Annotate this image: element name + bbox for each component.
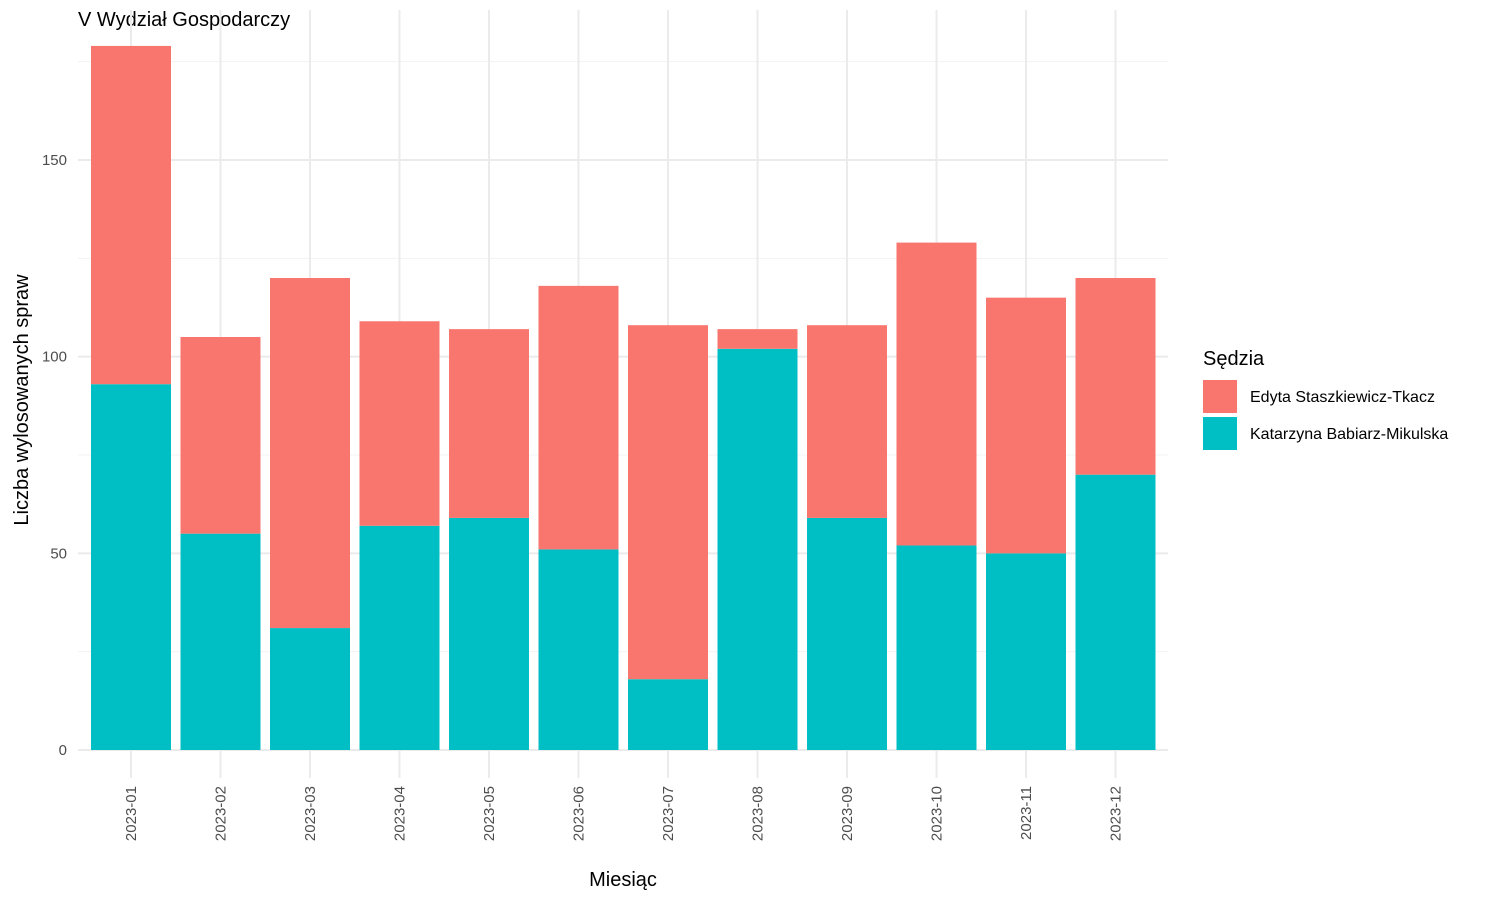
bar-segment-2023-11-series-1 — [986, 297, 1066, 554]
bars — [91, 45, 1156, 750]
bar-segment-2023-01-series-0 — [91, 384, 171, 750]
bar-segment-2023-06-series-0 — [538, 549, 619, 750]
bar-segment-2023-03-series-1 — [270, 278, 350, 629]
bar-segment-2023-05-series-0 — [449, 517, 529, 750]
y-tick-label: 0 — [59, 742, 67, 759]
bar-segment-2023-09-series-1 — [807, 325, 887, 518]
x-tick-label: 2023-06 — [571, 786, 588, 841]
x-tick-label: 2023-04 — [392, 786, 409, 841]
x-tick-label: 2023-07 — [660, 786, 677, 841]
x-tick-label: 2023-08 — [750, 786, 767, 841]
x-tick-label: 2023-10 — [929, 786, 946, 841]
y-tick-labels: 0 50 100 150 — [42, 152, 67, 759]
legend-label: Edyta Staszkiewicz-Tkacz — [1250, 389, 1435, 406]
bar-segment-2023-10-series-1 — [896, 242, 977, 546]
legend-title: Sędzia — [1203, 348, 1265, 370]
bar-segment-2023-09-series-0 — [807, 517, 887, 750]
x-tick-label: 2023-05 — [481, 786, 498, 841]
x-tick-label: 2023-09 — [839, 786, 856, 841]
x-tick-label: 2023-11 — [1018, 786, 1035, 840]
y-tick-label: 100 — [42, 349, 67, 366]
bar-segment-2023-12-series-0 — [1075, 474, 1156, 750]
bar-segment-2023-04-series-0 — [359, 525, 440, 750]
bar-segment-2023-10-series-0 — [896, 545, 977, 750]
x-tick-label: 2023-01 — [123, 786, 140, 841]
x-tick-label: 2023-02 — [213, 786, 230, 841]
bar-segment-2023-12-series-1 — [1075, 278, 1156, 475]
y-tick-label: 50 — [50, 545, 67, 562]
y-axis-title: Liczba wylosowanych spraw — [11, 274, 33, 526]
legend-swatch — [1203, 417, 1237, 450]
bar-segment-2023-07-series-0 — [628, 679, 708, 750]
bar-segment-2023-01-series-1 — [91, 45, 171, 385]
bar-segment-2023-06-series-1 — [538, 285, 619, 550]
bar-segment-2023-11-series-0 — [986, 553, 1066, 750]
bar-segment-2023-08-series-0 — [717, 348, 798, 750]
chart-title: V Wydział Gospodarczy — [78, 9, 290, 31]
x-tick-label: 2023-03 — [302, 786, 319, 841]
bar-segment-2023-07-series-1 — [628, 325, 708, 680]
x-tick-label: 2023-12 — [1108, 786, 1125, 841]
bar-segment-2023-04-series-1 — [359, 321, 440, 526]
bar-segment-2023-08-series-1 — [717, 329, 798, 349]
x-tick-labels: 2023-01 2023-02 2023-03 2023-04 2023-05 2023-… — [123, 786, 1125, 841]
bar-segment-2023-05-series-1 — [449, 329, 529, 518]
bar-segment-2023-02-series-0 — [180, 533, 261, 750]
y-tick-label: 150 — [42, 152, 67, 169]
legend-swatch — [1203, 380, 1237, 413]
bar-segment-2023-03-series-0 — [270, 628, 350, 750]
legend: Sędzia Edyta Staszkiewicz-Tkacz Katarzyna… — [1203, 348, 1448, 450]
bar-segment-2023-02-series-1 — [180, 337, 261, 534]
legend-label: Katarzyna Babiarz-Mikulska — [1250, 426, 1448, 443]
x-axis-title: Miesiąc — [589, 869, 657, 891]
